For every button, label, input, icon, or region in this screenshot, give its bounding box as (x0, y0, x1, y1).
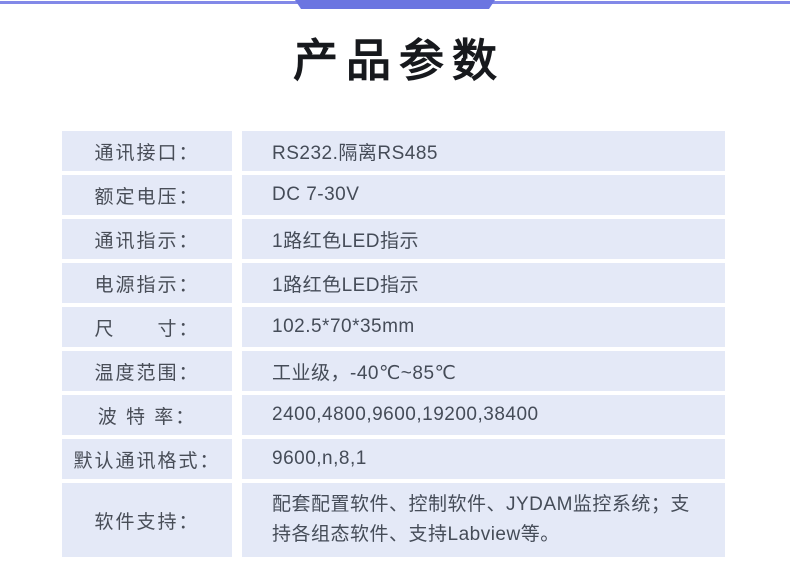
parameters-table: 通讯接口： RS232.隔离RS485 额定电压： DC 7-30V 通讯指示：… (62, 131, 725, 561)
table-row-comm-indicator: 通讯指示： 1路红色LED指示 (62, 219, 725, 259)
param-value: 1路红色LED指示 (242, 219, 725, 259)
param-value: 2400,4800,9600,19200,38400 (242, 395, 725, 435)
param-value: 1路红色LED指示 (242, 263, 725, 303)
param-label: 通讯指示： (62, 219, 232, 259)
param-value: 配套配置软件、控制软件、JYDAM监控系统；支持各组态软件、支持Labview等… (242, 483, 725, 557)
table-row-default-comm-format: 默认通讯格式： 9600,n,8,1 (62, 439, 725, 479)
table-row-baud-rate: 波 特 率： 2400,4800,9600,19200,38400 (62, 395, 725, 435)
param-label: 通讯接口： (62, 131, 232, 171)
table-row-temperature-range: 温度范围： 工业级，-40℃~85℃ (62, 351, 725, 391)
param-value: 9600,n,8,1 (242, 439, 725, 479)
param-value: 工业级，-40℃~85℃ (242, 351, 725, 391)
param-label: 默认通讯格式： (62, 439, 232, 479)
table-row-comm-interface: 通讯接口： RS232.隔离RS485 (62, 131, 725, 171)
page-title: 产品参数 (292, 35, 505, 86)
param-value: RS232.隔离RS485 (242, 131, 725, 171)
param-value: DC 7-30V (242, 175, 725, 215)
top-accent-bar (295, 0, 495, 9)
param-label: 额定电压： (62, 175, 232, 215)
param-value: 102.5*70*35mm (242, 307, 725, 347)
param-label: 波 特 率： (62, 395, 232, 435)
table-row-rated-voltage: 额定电压： DC 7-30V (62, 175, 725, 215)
param-label: 温度范围： (62, 351, 232, 391)
param-label: 电源指示： (62, 263, 232, 303)
param-label: 软件支持： (62, 483, 232, 557)
table-row-power-indicator: 电源指示： 1路红色LED指示 (62, 263, 725, 303)
param-label: 尺 寸： (62, 307, 232, 347)
table-row-dimensions: 尺 寸： 102.5*70*35mm (62, 307, 725, 347)
table-row-software-support: 软件支持： 配套配置软件、控制软件、JYDAM监控系统；支持各组态软件、支持La… (62, 483, 725, 557)
